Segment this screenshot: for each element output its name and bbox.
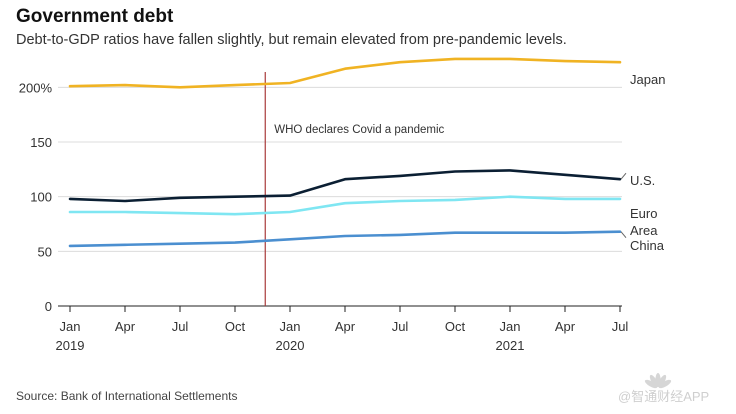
series-lines: [68, 57, 622, 248]
series-label: Euro: [630, 206, 657, 221]
series-label: Area: [630, 223, 658, 238]
chart-subtitle: Debt-to-GDP ratios have fallen slightly,…: [16, 32, 567, 48]
x-axis: Jan Apr Jul Oct Jan Apr Jul Oct Jan Apr Jul 2019 202…: [56, 306, 629, 353]
y-axis-ticks: 0 50 100 150 200%: [19, 80, 53, 314]
x-tick-label: Jul: [392, 319, 409, 334]
series-label: China: [630, 238, 665, 253]
x-tick-label: Jul: [172, 319, 189, 334]
x-tick-label: Jan: [60, 319, 81, 334]
pandemic-annotation: WHO declares Covid a pandemic: [274, 124, 444, 136]
x-tick-label: Apr: [335, 319, 356, 334]
y-tick-label: 200%: [19, 80, 53, 95]
series-label-leader: [620, 172, 627, 180]
y-tick-label: 0: [45, 299, 52, 314]
x-tick-label: Oct: [445, 319, 466, 334]
series-line-u-s: [68, 169, 622, 203]
x-year-label: 2020: [276, 338, 305, 353]
x-year-label: 2021: [496, 338, 525, 353]
y-tick-label: 150: [30, 135, 52, 150]
series-line-china: [68, 230, 622, 248]
x-year-label: 2019: [56, 338, 85, 353]
y-tick-label: 50: [38, 244, 52, 259]
series-label: U.S.: [630, 173, 655, 188]
x-tick-label: Oct: [225, 319, 246, 334]
series-label-leader: [620, 231, 627, 238]
series-label: Japan: [630, 72, 665, 87]
peacock-logo: [641, 372, 675, 399]
y-tick-label: 100: [30, 190, 52, 205]
watermark: @智通财经APP: [618, 389, 710, 404]
x-tick-label: Jan: [280, 319, 301, 334]
x-tick-label: Apr: [115, 319, 136, 334]
series-line-japan: [68, 57, 622, 89]
x-tick-label: Apr: [555, 319, 576, 334]
annotation-layer: WHO declares Covid a pandemic: [264, 72, 445, 306]
source-note: Source: Bank of International Settlement…: [16, 389, 238, 403]
chart-title: Government debt: [16, 6, 174, 27]
series-line-euro-area: [68, 195, 622, 216]
x-tick-label: Jul: [612, 319, 629, 334]
x-tick-label: Jan: [500, 319, 521, 334]
